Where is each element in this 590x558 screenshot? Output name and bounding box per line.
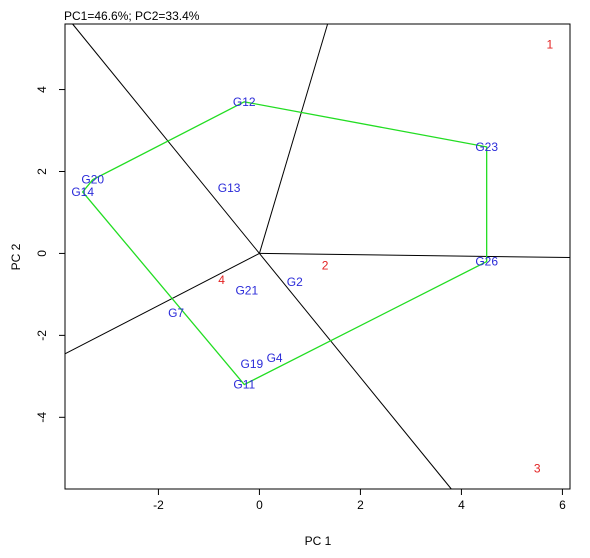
convex-hull [81,101,488,386]
genotype-g23: G23 [475,140,498,154]
environment-1: 1 [546,37,553,51]
x-axis-label: PC 1 [305,534,332,548]
x-tick-label: -2 [153,498,164,512]
sector-ray-2 [259,252,571,259]
y-axis-label: PC 2 [9,243,23,270]
genotype-g19: G19 [241,357,264,371]
x-axis: -2 0 2 4 6 [153,489,566,512]
y-tick-label: -4 [35,412,49,423]
sector-ray-1 [258,23,329,254]
environment-3: 3 [534,462,541,476]
plot-frame [64,23,571,490]
x-tick-label: 4 [458,498,465,512]
sector-ray-3 [259,253,452,490]
sector-rays [64,23,571,490]
y-tick-label: 4 [35,86,49,93]
genotype-g7: G7 [168,306,184,320]
genotype-g2: G2 [287,275,303,289]
x-tick-label: 0 [256,498,263,512]
y-tick-label: -2 [35,330,49,341]
genotype-g20: G20 [81,173,104,187]
genotype-g21: G21 [235,283,258,297]
chart-title: PC1=46.6%; PC2=33.4% [64,9,200,23]
sector-ray-5 [72,23,260,254]
genotype-g12: G12 [233,95,256,109]
environment-2: 2 [322,259,329,273]
y-tick-label: 2 [35,168,49,175]
environment-labels: 1 2 3 4 [218,37,553,475]
x-tick-label: 2 [357,498,364,512]
genotype-g14: G14 [71,185,94,199]
genotype-g4: G4 [267,351,283,365]
x-tick-label: 6 [559,498,566,512]
y-axis: -4 -2 0 2 4 [35,86,65,423]
genotype-g11: G11 [233,378,255,392]
genotype-g13: G13 [218,181,241,195]
sector-ray-4 [64,252,260,355]
genotype-g26: G26 [475,255,498,269]
environment-4: 4 [218,273,225,287]
y-tick-label: 0 [35,250,49,257]
